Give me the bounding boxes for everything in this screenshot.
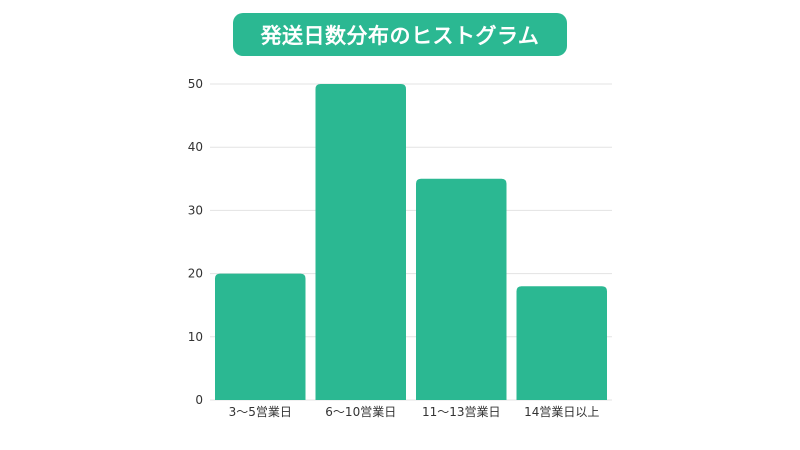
- y-tick-label: 50: [188, 77, 203, 91]
- y-tick-label: 10: [188, 330, 203, 344]
- x-category-label: 6〜10営業日: [325, 405, 396, 419]
- bar: [416, 178, 507, 400]
- x-category-label: 14営業日以上: [524, 405, 599, 419]
- x-axis-categories: 3〜5営業日 6〜10営業日 11〜13営業日 14営業日以上: [229, 405, 600, 419]
- chart-title-badge: 発送日数分布のヒストグラム: [233, 13, 567, 56]
- bar: [315, 84, 406, 400]
- bar: [215, 273, 306, 400]
- x-category-label: 11〜13営業日: [422, 405, 501, 419]
- chart-title: 発送日数分布のヒストグラム: [260, 23, 540, 48]
- y-tick-label: 40: [188, 140, 203, 154]
- y-axis-ticks: 0 10 20 30 40 50: [188, 77, 203, 407]
- y-tick-label: 20: [188, 267, 203, 281]
- x-category-label: 3〜5営業日: [229, 405, 292, 419]
- bar: [516, 286, 607, 400]
- bars: [215, 84, 607, 400]
- y-tick-label: 0: [195, 393, 203, 407]
- y-tick-label: 30: [188, 203, 203, 217]
